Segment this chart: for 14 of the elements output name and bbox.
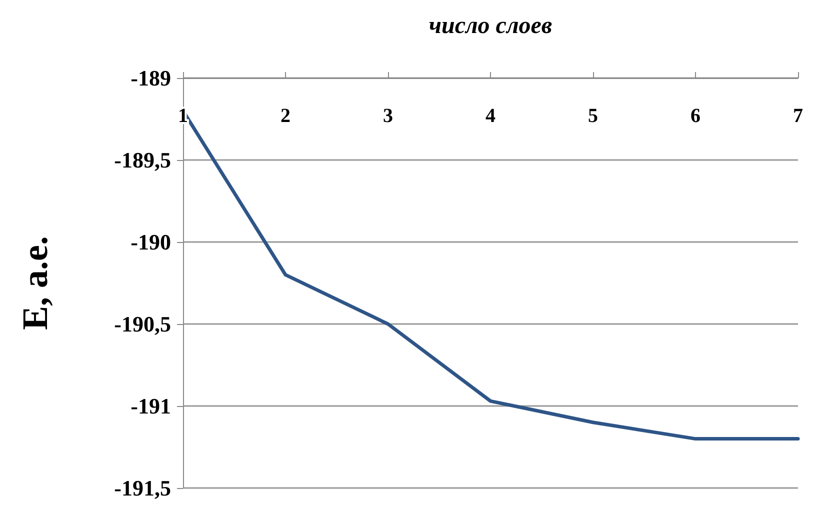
y-tick-label: -189,5	[114, 148, 171, 172]
y-tick-label: -191,5	[114, 476, 171, 500]
y-axis-title: E, a.e.	[15, 236, 55, 330]
y-tick-label: -191	[130, 394, 171, 418]
x-tick-label: 3	[383, 105, 393, 127]
x-tick-label: 5	[588, 105, 598, 127]
y-tick-label: -189	[130, 66, 171, 90]
x-tick-label: 2	[280, 105, 290, 127]
x-tick-label: 6	[690, 105, 700, 127]
x-tick-label: 4	[486, 105, 496, 127]
x-axis-title: число слоев	[428, 13, 552, 39]
y-tick-label: -190	[130, 230, 171, 254]
y-tick-label: -190,5	[114, 312, 171, 336]
x-tick-label: 7	[793, 105, 803, 127]
